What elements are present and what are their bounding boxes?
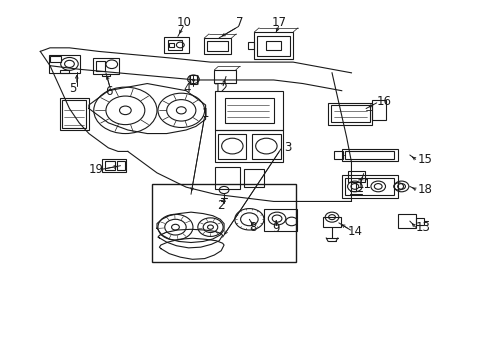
Bar	[341, 149, 397, 161]
Text: 3: 3	[284, 141, 291, 154]
Bar	[217, 134, 245, 159]
Bar	[341, 175, 397, 198]
Text: 14: 14	[347, 225, 362, 238]
Text: 1: 1	[202, 107, 209, 120]
Text: 16: 16	[376, 95, 391, 108]
Bar	[257, 36, 289, 56]
Text: 9: 9	[272, 222, 279, 235]
Text: 18: 18	[417, 183, 432, 196]
Bar	[50, 57, 61, 62]
Bar	[347, 171, 365, 182]
Bar	[345, 152, 393, 158]
Bar	[189, 75, 197, 84]
Bar	[345, 178, 393, 195]
Text: 2: 2	[217, 199, 224, 212]
Bar	[415, 217, 424, 225]
Bar	[248, 42, 254, 49]
Text: 12: 12	[213, 82, 228, 95]
Bar	[264, 209, 297, 231]
Bar	[105, 161, 115, 170]
Bar	[371, 100, 386, 120]
Bar	[397, 214, 415, 228]
Bar	[168, 43, 174, 47]
Bar	[167, 40, 182, 50]
Bar	[327, 103, 371, 125]
Text: 19: 19	[88, 163, 103, 176]
Bar	[152, 184, 295, 262]
Bar	[96, 61, 105, 71]
Text: 4: 4	[183, 82, 191, 95]
Bar	[265, 41, 281, 50]
Bar	[330, 105, 369, 122]
Bar	[49, 55, 80, 73]
Bar	[116, 161, 125, 170]
Bar	[244, 169, 264, 187]
Text: 11: 11	[356, 178, 371, 191]
Bar	[102, 73, 110, 76]
Bar	[93, 58, 118, 73]
Text: 5: 5	[69, 82, 77, 95]
Text: 8: 8	[249, 221, 256, 234]
Text: 10: 10	[176, 16, 191, 29]
Bar	[60, 98, 89, 130]
Bar	[215, 167, 239, 189]
Bar	[215, 91, 283, 130]
Bar	[215, 130, 283, 162]
Text: 15: 15	[417, 153, 432, 166]
Bar	[206, 41, 228, 51]
Bar	[203, 38, 231, 54]
Text: 17: 17	[271, 16, 286, 29]
Bar	[60, 70, 69, 73]
Bar	[254, 32, 292, 59]
Bar	[102, 159, 126, 172]
Bar	[224, 98, 273, 123]
Text: 13: 13	[415, 221, 430, 234]
Bar	[214, 70, 235, 83]
Bar	[323, 217, 340, 227]
Bar	[334, 151, 343, 159]
Text: 6: 6	[105, 85, 113, 98]
Bar	[163, 37, 189, 53]
Text: 7: 7	[235, 16, 243, 29]
Bar	[62, 100, 86, 128]
Bar	[251, 134, 281, 159]
